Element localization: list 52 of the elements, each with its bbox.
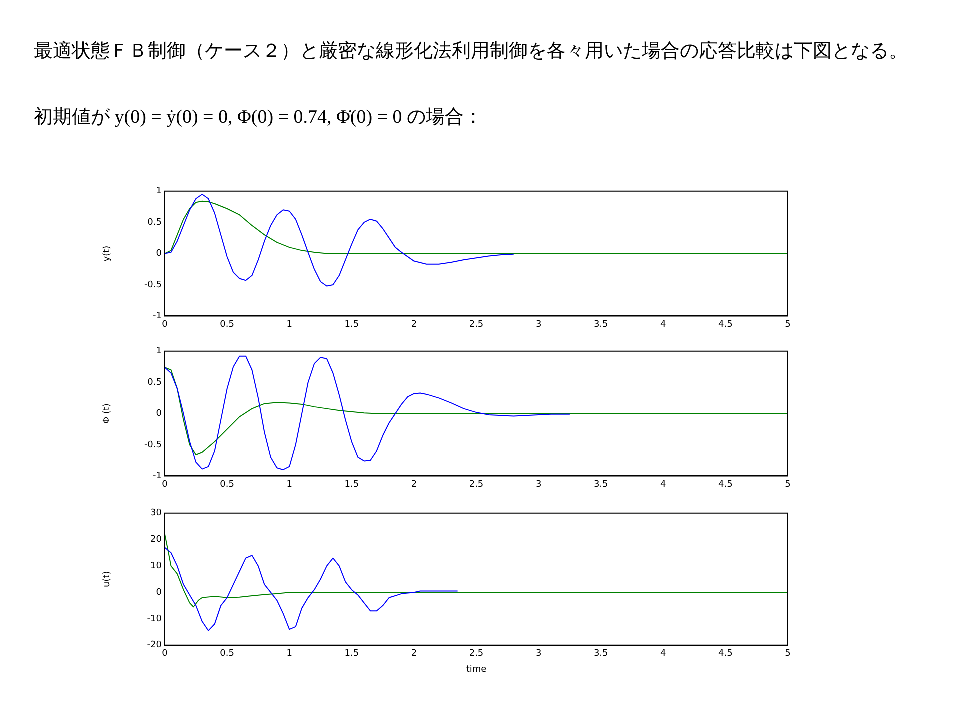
- x-tick-label: 2.5: [469, 480, 484, 490]
- x-tick-label: 3: [536, 649, 542, 660]
- x-tick-label: 3.5: [594, 649, 608, 660]
- x-tick-label: 0.5: [220, 649, 234, 660]
- x-tick-label: 5: [785, 480, 791, 490]
- x-tick-label: 4: [660, 480, 667, 490]
- x-tick-label: 1: [286, 320, 292, 330]
- x-tick-label: 5: [785, 320, 791, 330]
- y-axis-title: Φ (t): [102, 404, 113, 424]
- y-tick-label: 30: [150, 508, 162, 519]
- x-axis-title: time: [466, 664, 488, 675]
- y-tick-label: 0.5: [148, 378, 162, 388]
- x-tick-label: 4: [660, 320, 667, 330]
- x-tick-label: 3.5: [594, 320, 608, 330]
- y-tick-label: -0.5: [144, 440, 162, 450]
- y-tick-label: -1: [153, 472, 162, 482]
- chart-title: 最適状態ＦＢ制御（ケース２）と厳密な線形化法利用制御を各々用いた場合の応答比較は下図となる。: [34, 40, 909, 64]
- x-tick-label: 1.5: [344, 320, 360, 330]
- x-tick-label: 4.5: [718, 649, 733, 660]
- x-tick-label: 0.5: [220, 480, 234, 490]
- y-tick-label: 0.5: [148, 218, 162, 228]
- y-tick-label: 1: [156, 186, 162, 197]
- x-tick-label: 1: [286, 480, 292, 490]
- x-tick-label: 0.5: [220, 320, 234, 330]
- x-tick-label: 2: [411, 480, 418, 490]
- y-tick-label: 0: [156, 409, 162, 420]
- y-tick-label: 1: [156, 346, 162, 357]
- x-tick-label: 4: [660, 649, 667, 660]
- x-tick-label: 3.5: [594, 480, 608, 490]
- x-tick-label: 4.5: [718, 320, 733, 330]
- chart-subtitle: 初期値が y(0) = ẏ(0) = 0, Φ(0) = 0.74, Φ̇(0) = 0 の場合：: [34, 106, 484, 130]
- x-tick-label: 2: [411, 649, 418, 660]
- x-tick-label: 3: [536, 320, 542, 330]
- x-tick-label: 2.5: [469, 649, 484, 660]
- x-tick-label: 2: [411, 320, 418, 330]
- x-tick-label: 1: [286, 649, 292, 660]
- x-tick-label: 1.5: [344, 649, 360, 660]
- x-tick-label: 3: [536, 480, 542, 490]
- x-tick-label: 2.5: [469, 320, 484, 330]
- y-tick-label: 10: [150, 562, 162, 572]
- y-tick-label: 0: [156, 249, 162, 260]
- x-tick-label: 4.5: [718, 480, 733, 490]
- y-tick-label: 0: [156, 588, 162, 598]
- y-tick-label: -1: [153, 312, 162, 322]
- y-axis-title: y(t): [102, 246, 113, 262]
- y-tick-label: -20: [147, 640, 162, 651]
- x-tick-label: 1.5: [344, 480, 360, 490]
- y-tick-label: 20: [150, 535, 162, 546]
- y-tick-label: -10: [147, 614, 162, 624]
- y-axis-title: u(t): [102, 571, 113, 588]
- x-tick-label: 5: [785, 649, 791, 660]
- y-tick-label: -0.5: [144, 280, 162, 290]
